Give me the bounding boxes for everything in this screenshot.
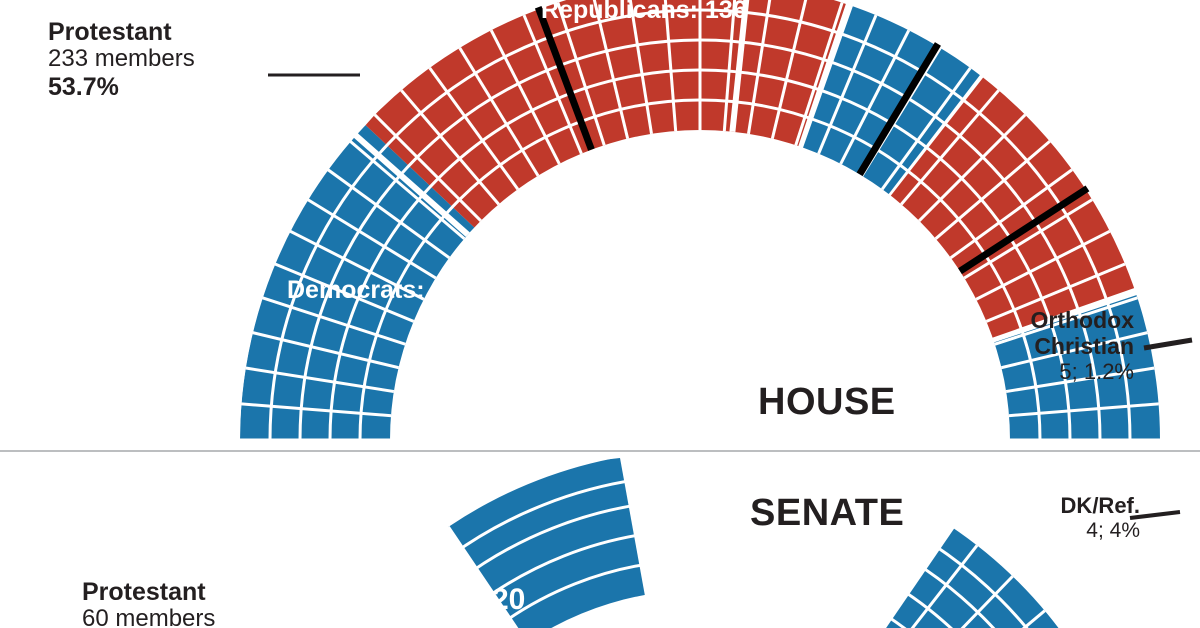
senate-protestant-members: 60 members xyxy=(82,605,216,628)
senate-dkref-name: DK/Ref. xyxy=(1060,493,1140,518)
house-orthodox-name-line1: Orthodox xyxy=(1030,307,1135,333)
house-republican-block xyxy=(365,0,852,440)
house-protestant-name: Protestant xyxy=(48,18,172,46)
house-group-gaps xyxy=(351,0,752,237)
senate-democrat-block xyxy=(440,458,700,628)
house-section-title: HOUSE xyxy=(758,381,896,423)
senate-protestant-callout: Protestant 60 members xyxy=(82,578,215,628)
house-group-separators xyxy=(534,6,1090,275)
house-right-segment-blue-1 xyxy=(700,0,1003,440)
senate-cell-ring-lines xyxy=(273,473,1127,628)
house-right-partial-label: 5 xyxy=(1176,113,1193,146)
senate-cell-radial-lines xyxy=(342,515,1048,628)
senate-dkref-callout: DK/Ref. 4; 4% xyxy=(900,493,1140,542)
house-orthodox-callout: Orthodox Christian 5; 1.2% xyxy=(862,307,1135,384)
senate-dkref-value: 4; 4% xyxy=(1086,518,1140,542)
house-republicans-label: Republicans: 136 xyxy=(541,0,747,24)
senate-protestant-name: Protestant xyxy=(82,578,206,606)
house-protestant-callout: Protestant 233 members 53.7% xyxy=(48,18,195,101)
house-protestant-percent: 53.7% xyxy=(48,72,119,101)
senate-inner-label: 20 xyxy=(492,583,526,616)
senate-section-title: SENATE xyxy=(750,492,905,534)
house-orthodox-value: 5; 1.2% xyxy=(1059,358,1134,384)
house-democrats-label: Democrats: 97 xyxy=(287,276,460,304)
senate-dkref-leader-line xyxy=(1129,510,1181,520)
house-orthodox-name-line2: Christian xyxy=(1034,332,1134,359)
house-orthodox-leader-line xyxy=(1143,337,1193,351)
house-protestant-members: 233 members xyxy=(48,45,195,72)
house-cell-ring-lines xyxy=(268,8,1132,440)
